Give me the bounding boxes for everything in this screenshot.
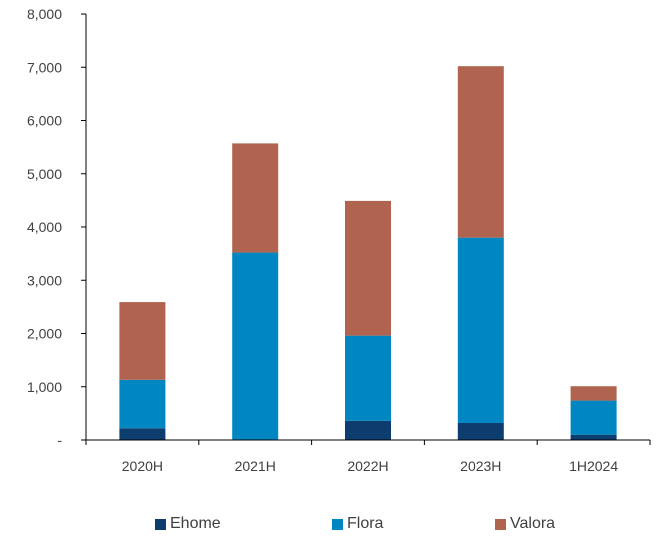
legend: Ehome Flora Valora <box>0 515 656 535</box>
bar-segment-ehome <box>345 420 391 440</box>
legend-swatch-flora <box>332 518 343 530</box>
bar-segment-valora <box>345 200 391 336</box>
y-tick-label: 2,000 <box>27 326 62 342</box>
y-tick-label: 5,000 <box>27 166 62 182</box>
bar-segment-flora <box>570 400 617 435</box>
bar-segment-flora <box>232 252 279 440</box>
x-tick-label: 2022H <box>347 458 388 474</box>
legend-item-flora: Flora <box>332 515 383 533</box>
bar-segment-valora <box>232 143 279 253</box>
legend-label-valora: Valora <box>510 515 556 532</box>
bar-segment-ehome <box>570 434 617 440</box>
y-tick-label: 4,000 <box>27 219 62 235</box>
legend-label-flora: Flora <box>347 515 384 532</box>
bar-segment-valora <box>119 302 166 380</box>
legend-swatch-valora <box>495 518 506 530</box>
y-tick-label: 8,000 <box>27 6 62 22</box>
y-tick-label: - <box>57 432 62 448</box>
y-tick-label: 6,000 <box>27 113 62 129</box>
bar-segment-flora <box>345 335 391 421</box>
x-tick-label: 1H2024 <box>569 458 618 474</box>
y-tick-label: 1,000 <box>27 379 62 395</box>
x-axis-ticks: 2020H 2021H 2022H 2023H 1H2024 <box>85 440 651 474</box>
bar-segment-ehome <box>119 428 166 440</box>
bar-segment-ehome <box>457 422 504 440</box>
x-tick-label: 2023H <box>460 458 501 474</box>
stacked-bar-chart: - 1,000 2,000 3,000 4,000 5,000 6,000 7,000 8,00… <box>27 6 651 474</box>
bar-segment-flora <box>457 237 504 423</box>
x-tick-label: 2020H <box>122 458 163 474</box>
x-tick-label: 2021H <box>235 458 276 474</box>
legend-label-ehome: Ehome <box>170 515 221 532</box>
legend-item-valora: Valora <box>495 515 555 533</box>
bar-segment-valora <box>570 386 617 401</box>
bar-segment-flora <box>119 379 166 429</box>
y-axis-ticks: - 1,000 2,000 3,000 4,000 5,000 6,000 7,000 8,00… <box>27 6 86 448</box>
bar-segment-valora <box>457 66 504 238</box>
y-tick-label: 3,000 <box>27 272 62 288</box>
legend-item-ehome: Ehome <box>155 515 221 533</box>
y-tick-label: 7,000 <box>27 59 62 75</box>
bars-group <box>119 66 617 440</box>
legend-swatch-ehome <box>155 518 166 530</box>
